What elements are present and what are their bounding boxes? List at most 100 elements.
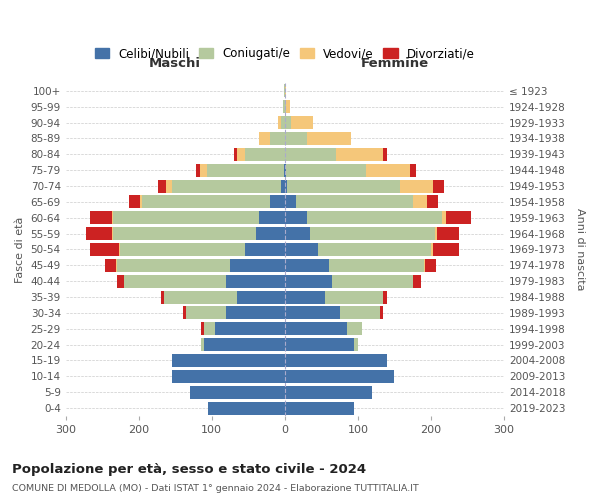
Bar [205,338,285,351]
Bar [383,290,387,304]
Bar [256,227,285,240]
Bar [347,322,362,336]
Bar [140,196,142,208]
Bar [201,322,205,336]
Bar [208,164,284,176]
Bar [285,116,290,129]
Bar [296,196,413,208]
Bar [90,243,119,256]
Bar [233,148,238,161]
Bar [442,212,446,224]
Bar [86,227,112,240]
Bar [284,164,285,176]
Bar [354,338,358,351]
Bar [285,148,336,161]
Bar [285,243,317,256]
Bar [425,259,436,272]
Bar [238,148,245,161]
Bar [427,196,438,208]
Bar [285,180,287,192]
Bar [285,306,340,320]
Bar [307,212,442,224]
Bar [285,322,347,336]
Bar [142,196,270,208]
Bar [285,259,329,272]
Bar [285,370,394,383]
Bar [270,132,285,145]
Bar [285,338,354,351]
Bar [285,402,354,414]
Bar [285,100,286,114]
Bar [285,290,325,304]
Bar [215,322,285,336]
Bar [116,259,117,272]
Bar [433,180,444,192]
Bar [205,322,215,336]
Bar [201,338,205,351]
Bar [281,180,285,192]
Bar [119,243,121,256]
Bar [172,354,285,367]
Text: COMUNE DI MEDOLLA (MO) - Dati ISTAT 1° gennaio 2024 - Elaborazione TUTTITALIA.IT: COMUNE DI MEDOLLA (MO) - Dati ISTAT 1° g… [12,484,419,493]
Bar [285,196,296,208]
Bar [383,148,387,161]
Bar [113,212,259,224]
Bar [366,164,410,176]
Bar [112,227,113,240]
Bar [434,227,437,240]
Bar [285,386,373,398]
Bar [90,212,112,224]
Bar [208,402,285,414]
Bar [446,212,471,224]
Bar [380,306,383,320]
Bar [259,212,285,224]
Bar [340,306,380,320]
Bar [400,180,433,192]
Bar [307,132,350,145]
Bar [286,100,290,114]
Bar [281,116,285,129]
Bar [226,274,285,287]
Bar [285,132,307,145]
Y-axis label: Anni di nascita: Anni di nascita [575,208,585,290]
Bar [270,196,285,208]
Bar [129,196,140,208]
Bar [121,243,245,256]
Bar [290,116,313,129]
Text: Popolazione per età, sesso e stato civile - 2024: Popolazione per età, sesso e stato civil… [12,462,366,475]
Bar [285,164,286,176]
Bar [332,274,413,287]
Bar [336,148,383,161]
Bar [117,259,230,272]
Bar [278,116,281,129]
Bar [437,227,460,240]
Bar [285,227,310,240]
Bar [112,212,113,224]
Bar [158,180,166,192]
Bar [186,306,226,320]
Text: Femmine: Femmine [361,58,428,70]
Bar [283,100,285,114]
Y-axis label: Fasce di età: Fasce di età [15,216,25,282]
Bar [259,132,270,145]
Bar [245,243,285,256]
Bar [117,274,124,287]
Bar [245,148,285,161]
Bar [413,196,427,208]
Bar [190,386,285,398]
Bar [164,290,238,304]
Bar [286,164,366,176]
Bar [413,274,421,287]
Bar [200,164,208,176]
Bar [310,227,434,240]
Bar [317,243,431,256]
Bar [196,164,200,176]
Bar [124,274,226,287]
Bar [325,290,383,304]
Bar [285,274,332,287]
Bar [172,370,285,383]
Bar [182,306,186,320]
Bar [285,84,286,98]
Bar [105,259,116,272]
Bar [161,290,164,304]
